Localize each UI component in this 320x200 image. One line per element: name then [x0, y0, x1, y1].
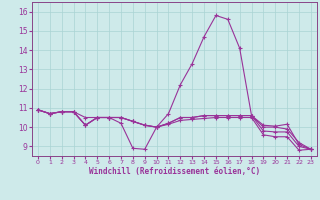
X-axis label: Windchill (Refroidissement éolien,°C): Windchill (Refroidissement éolien,°C) — [89, 167, 260, 176]
